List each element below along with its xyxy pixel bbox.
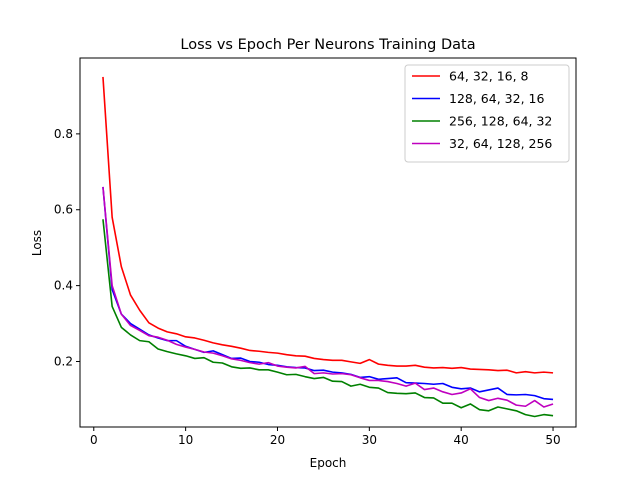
x-tick-label: 50 bbox=[545, 433, 560, 447]
chart-title: Loss vs Epoch Per Neurons Training Data bbox=[180, 37, 475, 53]
x-tick-label: 40 bbox=[454, 433, 469, 447]
x-axis-label: Epoch bbox=[310, 456, 347, 470]
legend: 64, 32, 16, 8 128, 64, 32, 16 256, 128, 64… bbox=[404, 64, 570, 163]
x-tick-label: 10 bbox=[178, 433, 193, 447]
legend-entry-label: 256, 128, 64, 32 bbox=[449, 114, 552, 129]
y-tick-label: 0.8 bbox=[54, 127, 73, 141]
y-tick-label: 0.6 bbox=[54, 203, 73, 217]
legend-entry-label: 32, 64, 128, 256 bbox=[449, 136, 552, 151]
x-tick-label: 30 bbox=[362, 433, 377, 447]
y-axis: 0.2 0.4 0.6 0.8 bbox=[54, 127, 80, 368]
y-axis-label: Loss bbox=[30, 230, 44, 256]
x-axis: 0 10 20 30 40 50 bbox=[90, 427, 561, 447]
series-line-1 bbox=[102, 76, 554, 374]
series-line-4 bbox=[102, 186, 554, 408]
legend-box bbox=[404, 64, 570, 163]
series-line-3 bbox=[102, 219, 554, 418]
legend-entry-label: 64, 32, 16, 8 bbox=[449, 69, 529, 84]
x-tick-label: 20 bbox=[270, 433, 285, 447]
y-tick-label: 0.2 bbox=[54, 354, 73, 368]
y-tick-label: 0.4 bbox=[54, 279, 73, 293]
series-line-2 bbox=[102, 186, 554, 401]
legend-entry-label: 128, 64, 32, 16 bbox=[449, 91, 544, 106]
x-tick-label: 0 bbox=[90, 433, 98, 447]
series-group bbox=[102, 76, 554, 418]
plot-frame bbox=[79, 57, 577, 428]
